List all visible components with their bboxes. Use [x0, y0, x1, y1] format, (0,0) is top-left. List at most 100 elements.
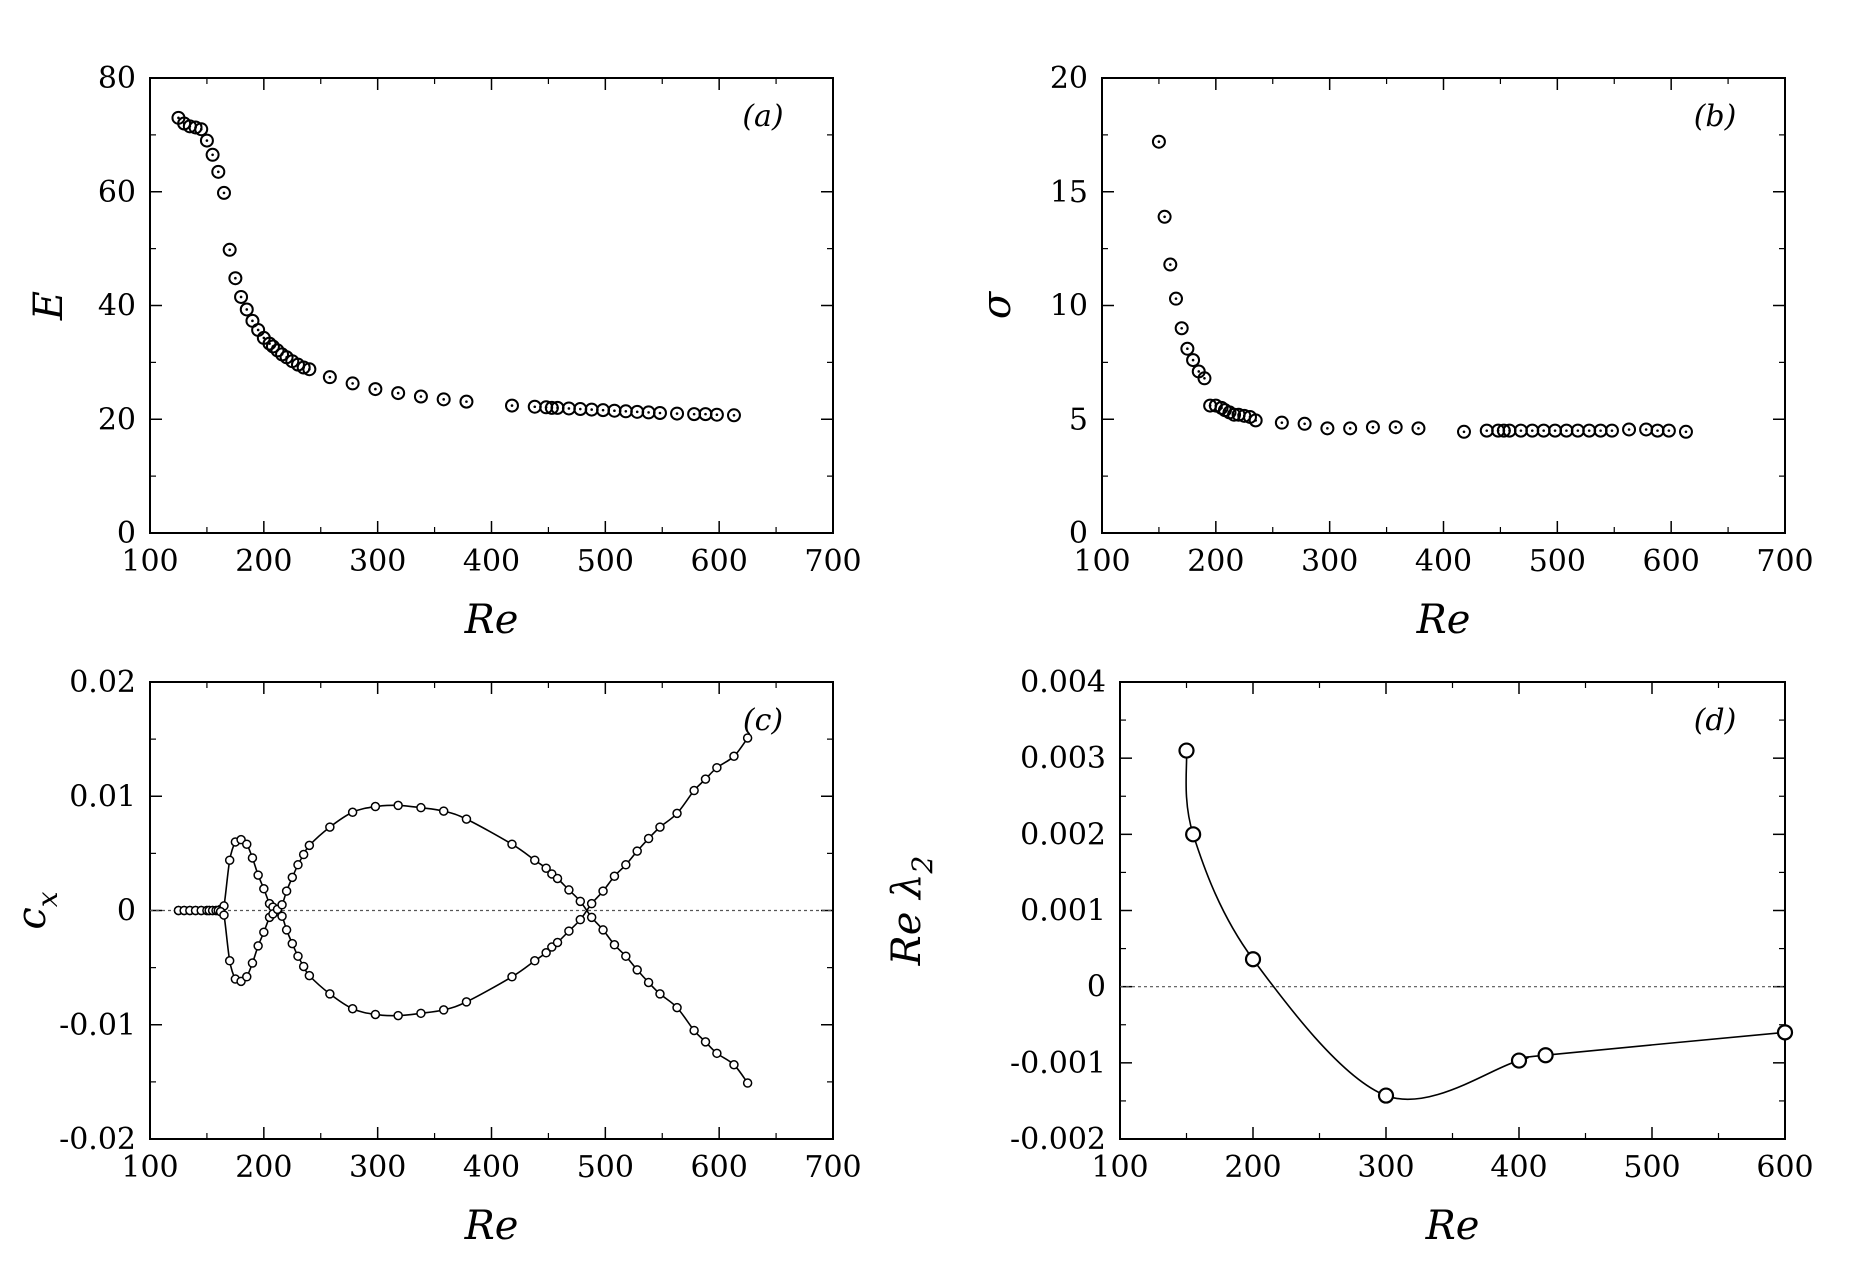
chart2-plot-frame — [1101, 77, 1786, 534]
chart2-data-point-center — [1508, 429, 1511, 432]
chart3-x-tick-label: 700 — [804, 1150, 861, 1185]
chart2-data-point-center — [1599, 429, 1602, 432]
chart2-data-point — [1274, 415, 1289, 430]
chart2-data-point-center — [1254, 419, 1257, 422]
chart4-y-axis-title: Re λ2 — [884, 856, 939, 967]
chart4-data-point — [1178, 742, 1195, 759]
chart3-series-1 — [173, 733, 753, 1021]
chart3-data-point — [672, 808, 682, 819]
chart4-y-axis-title-subscript: 2 — [906, 856, 939, 875]
chart3-data-point — [564, 885, 574, 895]
chart3-x-tick-label: 300 — [349, 1150, 406, 1185]
chart3-data-point — [507, 972, 517, 982]
chart2-data-point-center — [1371, 425, 1375, 429]
chart3-y-tick-label: 0.01 — [69, 779, 136, 814]
chart3-data-point — [298, 961, 309, 972]
chart4-y-tick-label: 0 — [1087, 970, 1106, 1005]
chart1-data-point-center — [262, 336, 266, 340]
chart2-data-point — [1151, 134, 1166, 149]
chart3-data-point — [712, 762, 722, 773]
chart3-x-tick-label: 500 — [577, 1150, 634, 1185]
chart1-data-point-center — [704, 412, 707, 416]
chart2-data-point-center — [1530, 429, 1534, 432]
chart2-x-tick-label: 600 — [1643, 544, 1700, 579]
chart3-data-point — [259, 884, 269, 894]
chart3-data-point — [281, 886, 292, 896]
chart1-y-axis-title-main: E — [26, 291, 72, 321]
chart2-data-point-center — [1326, 427, 1329, 430]
chart3-data-point — [393, 800, 403, 811]
chart4-data-point — [1510, 1052, 1528, 1069]
chart3-data-point — [438, 1005, 449, 1015]
chart3-data-point — [304, 840, 315, 851]
chart4-series-1-line — [1185, 750, 1786, 1101]
chart4-data-point — [1377, 1087, 1395, 1104]
chart3-y-axis-title-subscript: x — [31, 891, 64, 907]
chart1-data-point — [302, 362, 317, 377]
chart1-data-point — [504, 398, 519, 413]
chart3-series-1-line — [178, 737, 749, 1017]
chart4-x-tick-label: 600 — [1756, 1150, 1813, 1185]
chart2-y-axis-title: σ — [974, 290, 1020, 319]
chart3-x-axis-title: Re — [464, 1203, 519, 1249]
chart1-data-point-center — [578, 407, 582, 411]
chart2-y-tick-label: 5 — [1069, 402, 1088, 437]
chart3-data-point — [632, 846, 642, 856]
chart1-y-tick-label: 20 — [98, 402, 136, 437]
chart3-data-point — [672, 1002, 682, 1013]
chart3-panel: 100 200 300 400 500 600 700 -0.02 -0.01 0 0.01 0.02… — [9, 665, 862, 1249]
chart1-data-point — [391, 386, 406, 401]
chart2-data-point — [1227, 407, 1242, 422]
chart3-data-point — [742, 733, 753, 743]
chart3-data-point — [461, 997, 472, 1007]
chart2-y-tick-label: 10 — [1050, 289, 1088, 324]
chart1-data-point — [368, 382, 383, 397]
chart1-data-point-center — [419, 395, 423, 398]
chart1-data-point — [345, 376, 360, 391]
chart3-data-point — [609, 940, 620, 950]
chart1-x-tick-label: 200 — [235, 544, 292, 579]
chart1-y-axis-title: E — [26, 291, 72, 321]
chart2-x-tick-label: 700 — [1756, 544, 1813, 579]
chart3-data-point — [416, 1008, 426, 1019]
chart3-data-point — [242, 972, 252, 982]
chart1-data-point-center — [624, 409, 628, 413]
chart1-data-point-center — [635, 410, 639, 414]
chart2-data-point — [1365, 420, 1380, 435]
chart3-data-point — [700, 774, 711, 784]
chart1-data-point — [296, 360, 311, 375]
chart3-data-point — [742, 1078, 753, 1088]
chart1-data-point-center — [442, 398, 445, 401]
chart3-data-point — [277, 911, 287, 921]
chart1-x-tick-label: 700 — [804, 544, 861, 579]
chart3-data-point — [253, 941, 263, 951]
chart1-x-tick-label: 600 — [691, 544, 748, 579]
chart1-data-point — [322, 370, 337, 385]
chart1-y-tick-label: 0 — [117, 516, 136, 551]
chart3-data-point — [643, 977, 654, 988]
chart2-x-tick-label: 300 — [1301, 544, 1358, 579]
chart3-data-point — [219, 910, 229, 920]
chart1-y-tick-label: 60 — [98, 175, 136, 210]
chart1-data-point — [709, 407, 724, 422]
chart4-x-tick-label: 300 — [1357, 1150, 1414, 1185]
chart1-data-point-center — [234, 276, 237, 280]
chart2-data-point — [1163, 257, 1178, 272]
chart4-y-tick-label: -0.001 — [1010, 1046, 1106, 1081]
chart3-data-point — [621, 860, 631, 870]
chart1-data-point-center — [222, 191, 226, 195]
chart2-data-point-center — [1667, 429, 1671, 432]
chart1-data-point-center — [177, 116, 180, 120]
chart1-data-point-center — [205, 139, 209, 142]
chart2-data-point-center — [1644, 428, 1648, 431]
chart2-y-axis-title-main: σ — [974, 290, 1020, 319]
chart1-data-point-center — [567, 407, 571, 410]
chart3-data-point — [253, 870, 263, 880]
chart1-data-point-center — [256, 328, 260, 332]
chart2-data-point-center — [1542, 429, 1545, 432]
chart3-y-tick-label: -0.01 — [59, 1008, 136, 1043]
chart4-data-point — [1185, 826, 1202, 843]
chart1-data-point-center — [328, 375, 332, 379]
chart2-data-point — [1157, 209, 1172, 224]
chart3-data-point — [689, 1025, 699, 1036]
